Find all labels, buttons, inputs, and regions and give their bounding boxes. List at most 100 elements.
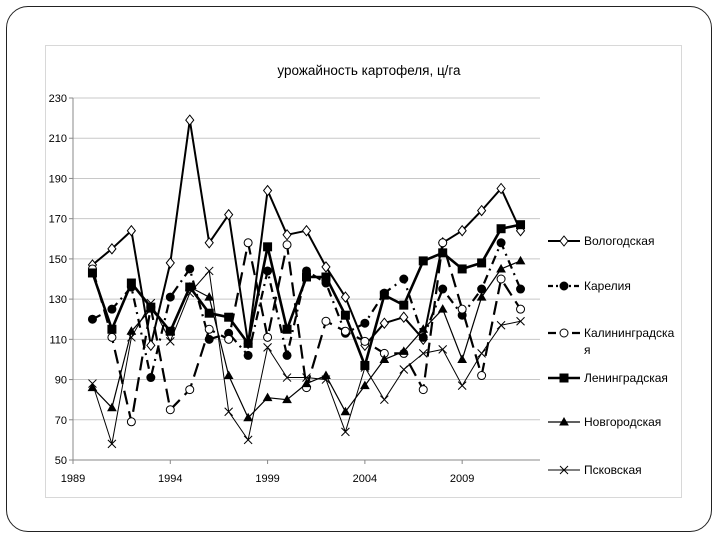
data-point	[146, 339, 156, 352]
data-point	[282, 324, 292, 334]
data-point	[360, 336, 370, 346]
data-point	[126, 278, 136, 288]
data-point	[282, 228, 292, 241]
data-point	[496, 263, 506, 273]
data-point	[146, 298, 156, 308]
legend-marker	[559, 373, 569, 383]
data-point	[398, 346, 409, 355]
data-point	[379, 354, 390, 363]
data-point	[321, 375, 331, 384]
legend-label: Карелия	[584, 279, 631, 293]
data-point	[437, 304, 448, 313]
data-point	[438, 248, 448, 258]
data-point	[477, 258, 487, 268]
data-point	[224, 208, 234, 221]
data-point	[263, 242, 273, 252]
data-point	[399, 274, 409, 284]
series-2	[87, 238, 526, 427]
legend-label: Псковская	[584, 463, 642, 477]
x-tick-label: 1994	[158, 473, 182, 485]
data-point	[107, 304, 117, 314]
y-tick-label: 50	[55, 455, 67, 467]
data-point	[204, 292, 215, 301]
legend-entry: Калининградска я	[548, 326, 675, 357]
data-point	[438, 238, 448, 248]
series-0	[87, 114, 526, 352]
legend-label: Калининградска	[584, 326, 675, 340]
data-point	[107, 402, 117, 412]
data-point	[145, 304, 156, 313]
data-point	[516, 284, 526, 294]
data-point	[184, 282, 195, 291]
data-point	[360, 318, 370, 328]
data-point	[243, 350, 253, 360]
data-point	[360, 380, 370, 390]
data-point	[418, 324, 429, 333]
legend-marker	[559, 281, 569, 291]
data-point	[476, 292, 487, 301]
x-tick-label: 2004	[353, 473, 377, 485]
y-tick-label: 70	[55, 415, 67, 427]
data-point	[457, 264, 467, 274]
data-point	[282, 350, 292, 360]
data-point	[146, 373, 156, 383]
data-point	[477, 349, 486, 358]
y-tick-label: 210	[49, 133, 67, 145]
potato-yield-chart: урожайность картофеля, ц/га 50 70 90 110 130…	[49, 63, 675, 485]
data-point	[107, 439, 117, 449]
data-point	[204, 266, 214, 276]
data-point	[224, 312, 234, 322]
data-point	[496, 182, 506, 195]
data-point	[360, 360, 370, 370]
series-5	[88, 266, 525, 449]
data-point	[243, 412, 253, 422]
data-point	[126, 224, 137, 237]
data-point	[126, 326, 137, 335]
data-point	[496, 224, 506, 234]
y-tick-label: 110	[49, 334, 67, 346]
data-point	[107, 332, 117, 342]
data-point	[360, 363, 370, 372]
data-point	[87, 268, 97, 278]
data-point	[263, 332, 273, 342]
data-point	[185, 385, 195, 395]
y-tick-label: 150	[49, 254, 67, 266]
data-point	[496, 238, 506, 248]
data-point	[496, 320, 506, 330]
legend-marker	[559, 235, 569, 247]
chart-title: урожайность картофеля, ц/га	[277, 63, 461, 78]
data-point	[243, 238, 253, 248]
data-point	[107, 324, 117, 334]
data-point	[88, 379, 97, 388]
data-point	[340, 310, 350, 320]
data-point	[224, 407, 234, 417]
legend-entry: Псковская	[548, 463, 642, 477]
x-tick-label: 1989	[61, 473, 85, 485]
data-point	[185, 264, 195, 274]
data-point	[302, 272, 311, 282]
data-point	[185, 114, 195, 126]
data-point	[87, 314, 97, 324]
data-point	[165, 405, 175, 415]
data-point	[379, 395, 389, 405]
data-point	[165, 292, 175, 302]
legend-entry: Карелия	[548, 279, 631, 293]
data-point	[477, 284, 487, 294]
y-tick-label: 230	[49, 93, 67, 105]
legend-label: Ленинградская	[584, 371, 668, 385]
data-point	[126, 417, 136, 427]
data-point	[340, 291, 351, 303]
series-line	[92, 270, 521, 445]
data-point	[399, 311, 409, 324]
legend-marker	[559, 416, 569, 426]
data-point	[185, 288, 195, 298]
data-point	[204, 324, 214, 334]
data-point	[476, 204, 487, 217]
data-point	[127, 332, 136, 342]
data-point	[457, 224, 467, 237]
data-point	[418, 332, 428, 342]
data-point	[263, 266, 273, 276]
data-point	[457, 381, 467, 390]
data-point	[457, 304, 467, 314]
data-point	[321, 370, 331, 380]
